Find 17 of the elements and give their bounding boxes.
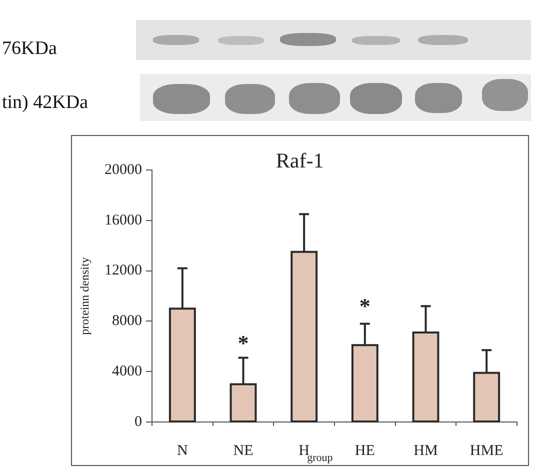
x-tick-label: NE xyxy=(233,442,254,459)
x-tick-label: HE xyxy=(354,442,375,459)
y-tick-label: 20000 xyxy=(104,162,142,178)
x-tick-label: N xyxy=(176,442,188,459)
y-tick-label: 8000 xyxy=(112,313,142,330)
chart-title: Raf-1 xyxy=(276,148,324,173)
annotation: * xyxy=(359,293,370,318)
annotation: * xyxy=(238,330,249,356)
text: 76KDa xyxy=(2,38,57,60)
y-tick-label: 0 xyxy=(134,414,142,430)
y-tick-label: 16000 xyxy=(104,212,142,228)
y-tick-label: 4000 xyxy=(112,364,142,380)
x-tick-label: HME xyxy=(470,442,504,459)
y-axis-title: proteinn density xyxy=(77,257,92,335)
x-tick-label: HM xyxy=(414,442,438,459)
y-tick-label: 12000 xyxy=(104,262,142,279)
text: tin) 42KDa xyxy=(2,92,88,114)
